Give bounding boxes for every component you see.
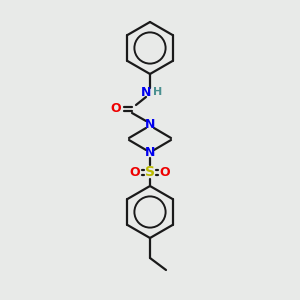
Text: O: O	[130, 166, 140, 178]
Text: N: N	[141, 86, 151, 100]
Text: O: O	[160, 166, 170, 178]
Text: N: N	[145, 146, 155, 160]
Text: O: O	[111, 103, 121, 116]
Text: S: S	[145, 165, 155, 179]
Text: N: N	[145, 118, 155, 131]
Text: H: H	[153, 87, 163, 97]
